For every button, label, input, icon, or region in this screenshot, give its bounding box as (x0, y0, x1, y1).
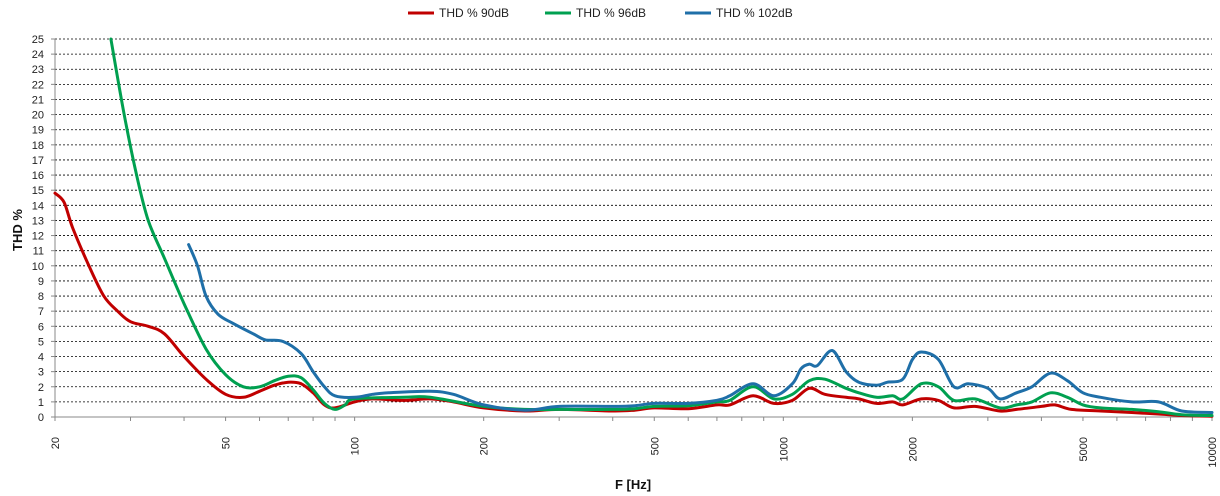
y-tick-label: 9 (38, 276, 44, 288)
legend-label-2: THD % 96dB (576, 6, 646, 20)
x-tick-label: 200 (479, 437, 491, 455)
y-tick-label: 19 (32, 125, 44, 137)
x-tick-label: 20 (50, 437, 62, 449)
y-tick-label: 18 (32, 140, 44, 152)
y-tick-label: 0 (38, 412, 44, 424)
y-tick-label: 23 (32, 64, 44, 76)
y-tick-label: 16 (32, 170, 44, 182)
x-tick-label: 2000 (907, 437, 919, 461)
x-tick-label: 1000 (778, 437, 790, 461)
y-tick-label: 14 (32, 200, 44, 212)
y-tick-label: 12 (32, 231, 44, 243)
y-tick-label: 17 (32, 155, 44, 167)
y-tick-label: 20 (32, 110, 44, 122)
y-tick-label: 7 (38, 306, 44, 318)
x-tick-label: 500 (649, 437, 661, 455)
y-tick-label: 15 (32, 185, 44, 197)
y-tick-label: 8 (38, 291, 44, 303)
y-axis-title: THD % (10, 209, 25, 251)
series-line-3 (187, 243, 1214, 414)
y-tick-label: 3 (38, 367, 44, 379)
legend-label-3: THD % 102dB (716, 6, 793, 20)
y-tick-label: 25 (32, 34, 44, 46)
y-tick-label: 21 (32, 94, 44, 106)
x-tick-label: 10000 (1207, 437, 1219, 468)
y-tick-label: 2 (38, 382, 44, 394)
x-tick-label: 50 (221, 437, 233, 449)
series-line-2 (109, 37, 1214, 417)
y-tick-label: 13 (32, 215, 44, 227)
x-axis-title: F [Hz] (615, 477, 651, 492)
x-tick-label: 5000 (1078, 437, 1090, 461)
series-lines (53, 37, 1214, 418)
series-line-1 (53, 191, 1214, 418)
y-tick-label: 11 (33, 246, 44, 258)
x-tick-label: 100 (350, 437, 362, 455)
legend-label-1: THD % 90dB (439, 6, 509, 20)
y-tick-label: 1 (38, 397, 44, 409)
gridlines (55, 38, 1212, 403)
y-tick-label: 6 (38, 321, 44, 333)
y-tick-label: 24 (32, 49, 44, 61)
y-axis-ticks: 0123456789101112131415161718192021222324… (32, 34, 44, 424)
legend: THD % 90dB THD % 96dB THD % 102dB (408, 6, 793, 20)
y-tick-label: 4 (38, 352, 44, 364)
x-axis-ticks: 20 50 100 200 500 1000 2000 5000 10000 (50, 437, 1219, 468)
y-tick-label: 5 (38, 336, 44, 348)
y-tick-label: 10 (32, 261, 44, 273)
plot-frame (51, 38, 1213, 421)
y-tick-label: 22 (32, 79, 44, 91)
